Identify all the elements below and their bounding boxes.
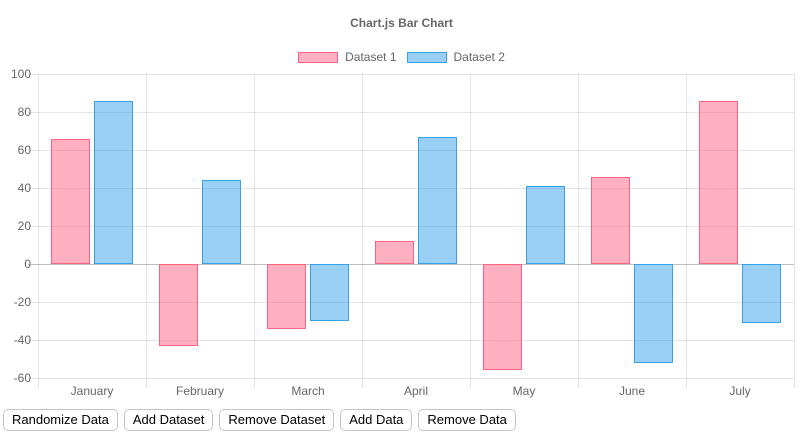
- chart-legend: Dataset 1 Dataset 2: [0, 50, 803, 64]
- y-tick-label: 80: [17, 105, 31, 119]
- x-tick-label-march: March: [291, 384, 325, 398]
- legend-label-dataset-2: Dataset 2: [453, 50, 505, 64]
- v-gridline: [577, 74, 579, 388]
- bar-dataset-2-may[interactable]: [526, 186, 565, 264]
- bar-dataset-1-may[interactable]: [483, 264, 522, 371]
- x-tick-label-april: April: [403, 384, 428, 398]
- bar-dataset-1-july[interactable]: [699, 100, 738, 264]
- h-gridline: [28, 73, 794, 75]
- randomize-data-button[interactable]: Randomize Data: [3, 409, 118, 431]
- add-data-button[interactable]: Add Data: [340, 409, 413, 431]
- x-tick-label-february: February: [175, 384, 225, 398]
- bar-dataset-2-march[interactable]: [310, 264, 349, 321]
- plot-area[interactable]: [28, 73, 795, 388]
- h-gridline: [28, 225, 794, 227]
- h-gridline: [28, 187, 794, 189]
- y-tick-label: 100: [10, 67, 31, 81]
- h-gridline: [28, 339, 794, 341]
- y-tick-label: -60: [13, 371, 31, 385]
- legend-label-dataset-1: Dataset 1: [345, 50, 397, 64]
- y-tick-label: 40: [17, 181, 31, 195]
- legend-swatch-dataset-2-icon: [406, 51, 447, 63]
- bar-dataset-1-february[interactable]: [159, 264, 198, 346]
- x-tick-label-june: June: [618, 384, 646, 398]
- bar-dataset-1-january[interactable]: [51, 138, 90, 264]
- bar-dataset-1-april[interactable]: [375, 241, 414, 264]
- h-gridline: [28, 149, 794, 151]
- bar-dataset-2-june[interactable]: [634, 264, 673, 363]
- bar-dataset-1-june[interactable]: [591, 176, 630, 264]
- x-tick-label-january: January: [70, 384, 114, 398]
- remove-dataset-button[interactable]: Remove Dataset: [219, 409, 335, 431]
- x-tick-label-may: May: [512, 384, 536, 398]
- zero-gridline: [28, 263, 794, 265]
- legend-item-dataset-2[interactable]: Dataset 2: [406, 50, 505, 64]
- v-gridline: [469, 74, 471, 388]
- h-gridline: [28, 301, 794, 303]
- v-gridline: [253, 74, 255, 388]
- y-tick-label: 20: [17, 219, 31, 233]
- bar-dataset-2-july[interactable]: [742, 264, 781, 323]
- v-gridline: [685, 74, 687, 388]
- v-gridline: [793, 74, 795, 388]
- h-gridline: [28, 377, 794, 379]
- bar-dataset-2-january[interactable]: [94, 100, 133, 264]
- v-gridline: [145, 74, 147, 388]
- y-tick-label: -40: [13, 333, 31, 347]
- remove-data-button[interactable]: Remove Data: [418, 409, 516, 431]
- x-tick-label-july: July: [729, 384, 751, 398]
- v-gridline: [361, 74, 363, 388]
- y-tick-label: 0: [24, 257, 31, 271]
- add-dataset-button[interactable]: Add Dataset: [123, 409, 214, 431]
- legend-item-dataset-1[interactable]: Dataset 1: [298, 50, 397, 64]
- h-gridline: [28, 111, 794, 113]
- bar-dataset-1-march[interactable]: [267, 264, 306, 329]
- chart-title: Chart.js Bar Chart: [350, 16, 453, 30]
- v-gridline: [38, 74, 39, 388]
- y-tick-label: -20: [13, 295, 31, 309]
- bar-dataset-2-april[interactable]: [418, 136, 457, 264]
- legend-swatch-dataset-1-icon: [298, 51, 339, 63]
- bar-dataset-2-february[interactable]: [202, 180, 241, 264]
- toolbar: Randomize Data Add Dataset Remove Datase…: [3, 409, 516, 431]
- y-tick-label: 60: [17, 143, 31, 157]
